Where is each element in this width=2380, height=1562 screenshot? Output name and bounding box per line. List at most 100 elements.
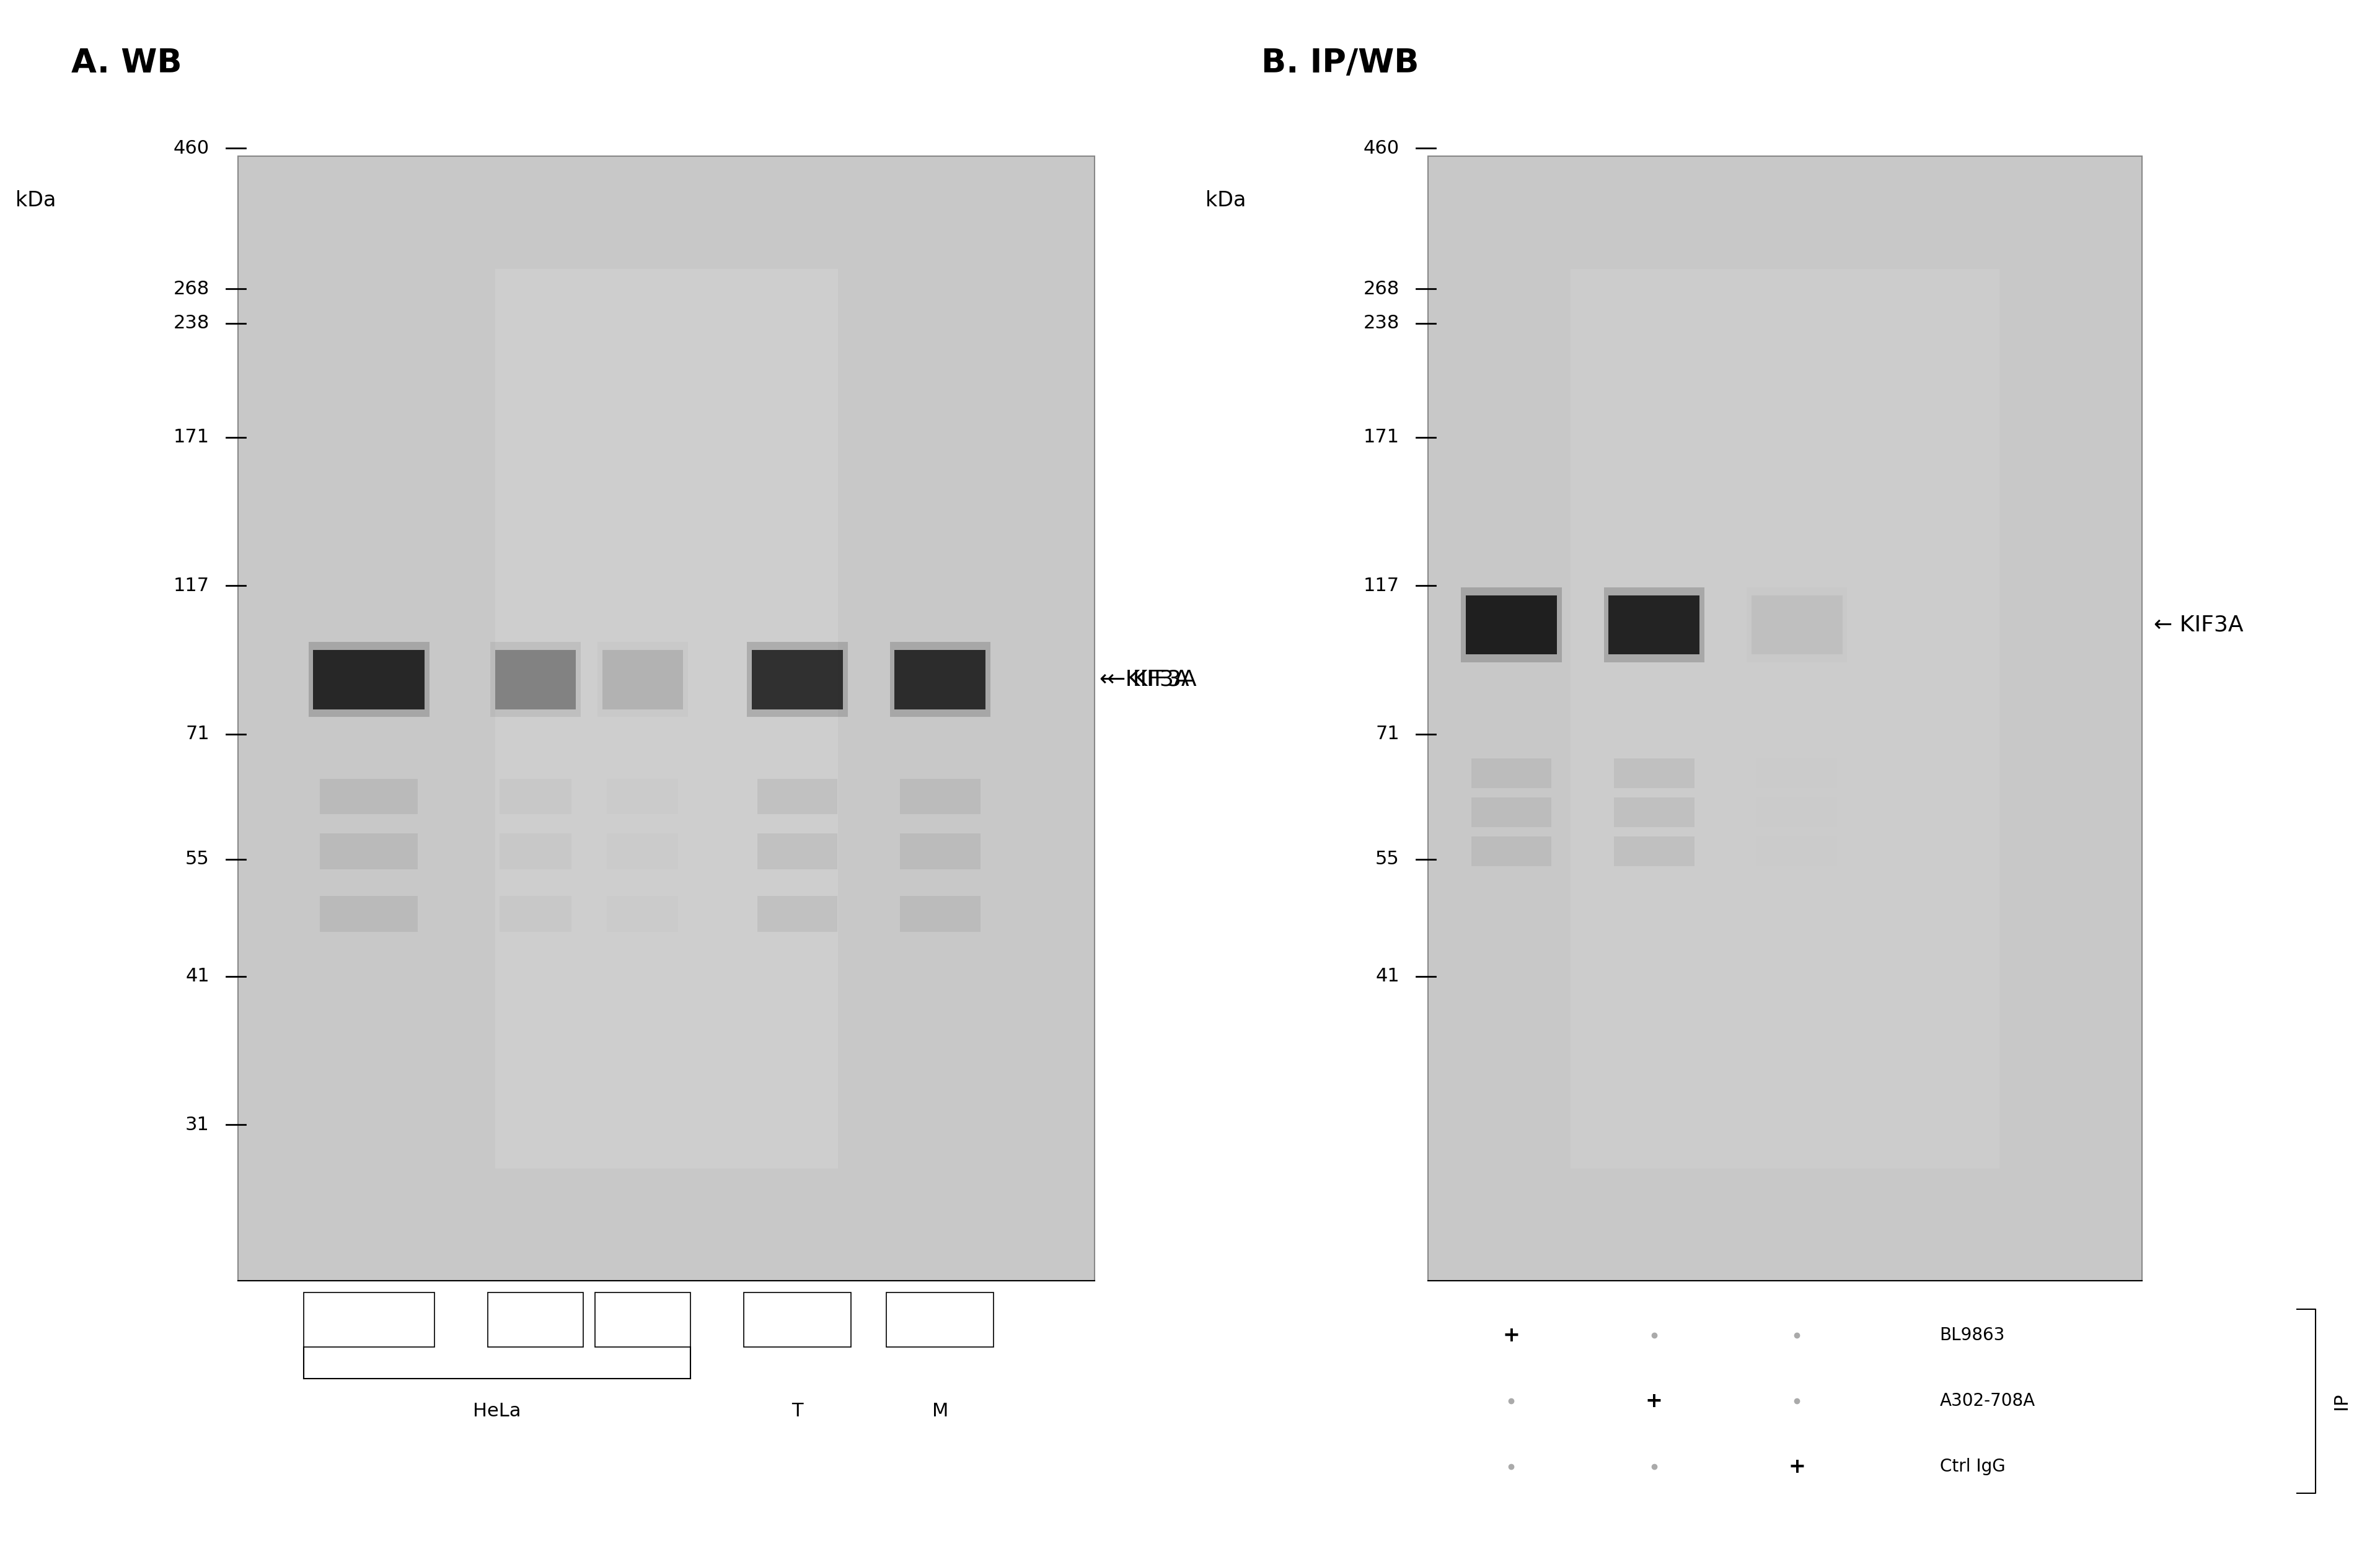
Text: kDa: kDa: [1204, 191, 1247, 211]
Text: BL9863: BL9863: [1940, 1326, 2004, 1345]
Bar: [238, 381, 1095, 437]
Text: +: +: [1502, 1325, 1521, 1346]
Bar: [607, 779, 678, 814]
Bar: [1614, 759, 1695, 787]
Bar: [305, 1293, 433, 1346]
Bar: [238, 775, 1095, 831]
Text: +: +: [1787, 1456, 1806, 1478]
Bar: [319, 897, 419, 931]
Bar: [1461, 587, 1561, 662]
Bar: [895, 650, 985, 709]
Bar: [319, 834, 419, 868]
Bar: [500, 834, 571, 868]
Bar: [238, 943, 1095, 1000]
Text: 460: 460: [174, 139, 209, 158]
Bar: [238, 887, 1095, 943]
Text: 460: 460: [1364, 139, 1399, 158]
Bar: [238, 831, 1095, 887]
Text: ← KIF3A: ← KIF3A: [1107, 669, 1197, 690]
Text: 55: 55: [186, 850, 209, 868]
Text: 117: 117: [174, 576, 209, 595]
Text: A302-708A: A302-708A: [1940, 1392, 2035, 1410]
Bar: [607, 834, 678, 868]
Bar: [238, 269, 1095, 325]
Text: 238: 238: [1364, 314, 1399, 333]
Text: 268: 268: [174, 280, 209, 298]
Text: 31: 31: [186, 1115, 209, 1134]
Bar: [757, 834, 838, 868]
Bar: [495, 269, 838, 1168]
Bar: [500, 779, 571, 814]
Text: 71: 71: [186, 725, 209, 744]
Bar: [490, 642, 581, 717]
Text: B. IP/WB: B. IP/WB: [1261, 47, 1418, 80]
Bar: [1614, 797, 1695, 828]
Text: 50: 50: [357, 1311, 381, 1329]
Bar: [238, 1112, 1095, 1168]
Bar: [1471, 836, 1552, 865]
Bar: [1756, 759, 1837, 787]
Bar: [309, 642, 428, 717]
Text: 41: 41: [186, 967, 209, 986]
Text: ← KIF3A: ← KIF3A: [1100, 669, 1190, 690]
Bar: [885, 1293, 995, 1346]
Text: 171: 171: [1364, 428, 1399, 447]
Bar: [1752, 595, 1842, 654]
Bar: [1471, 759, 1552, 787]
Bar: [238, 1000, 1095, 1056]
Bar: [1756, 797, 1837, 828]
Bar: [238, 1168, 1095, 1225]
Bar: [1428, 156, 2142, 1281]
Text: 238: 238: [174, 314, 209, 333]
Bar: [238, 550, 1095, 606]
Bar: [488, 1293, 583, 1346]
Text: 15: 15: [524, 1311, 547, 1329]
Bar: [238, 325, 1095, 381]
Text: 117: 117: [1364, 576, 1399, 595]
Bar: [1614, 836, 1695, 865]
Text: 50: 50: [785, 1311, 809, 1329]
Text: T: T: [793, 1403, 802, 1420]
Bar: [743, 1293, 852, 1346]
Bar: [747, 642, 847, 717]
Bar: [607, 897, 678, 931]
Bar: [1571, 269, 1999, 1168]
Bar: [238, 606, 1095, 662]
Text: HeLa: HeLa: [474, 1403, 521, 1420]
Text: kDa: kDa: [14, 191, 57, 211]
Bar: [319, 779, 419, 814]
Bar: [757, 779, 838, 814]
Bar: [900, 834, 981, 868]
Text: 41: 41: [1376, 967, 1399, 986]
Bar: [1747, 587, 1847, 662]
Bar: [1471, 797, 1552, 828]
Bar: [900, 779, 981, 814]
Text: 71: 71: [1376, 725, 1399, 744]
Bar: [238, 212, 1095, 269]
Bar: [238, 1225, 1095, 1281]
Bar: [890, 642, 990, 717]
Bar: [1604, 587, 1704, 662]
Text: M: M: [933, 1403, 947, 1420]
Bar: [238, 156, 1095, 1281]
Text: A. WB: A. WB: [71, 47, 183, 80]
Bar: [602, 650, 683, 709]
Bar: [757, 897, 838, 931]
Bar: [238, 1056, 1095, 1112]
Text: 268: 268: [1364, 280, 1399, 298]
Bar: [238, 662, 1095, 719]
Bar: [238, 156, 1095, 212]
Text: 5: 5: [638, 1311, 647, 1329]
Bar: [238, 719, 1095, 775]
Bar: [314, 650, 424, 709]
Bar: [1756, 836, 1837, 865]
Bar: [752, 650, 843, 709]
Text: ← KIF3A: ← KIF3A: [2154, 614, 2244, 636]
Text: 171: 171: [174, 428, 209, 447]
Text: Ctrl IgG: Ctrl IgG: [1940, 1457, 2006, 1476]
Bar: [900, 897, 981, 931]
Bar: [500, 897, 571, 931]
Text: +: +: [1645, 1390, 1664, 1412]
Text: 55: 55: [1376, 850, 1399, 868]
Bar: [495, 650, 576, 709]
